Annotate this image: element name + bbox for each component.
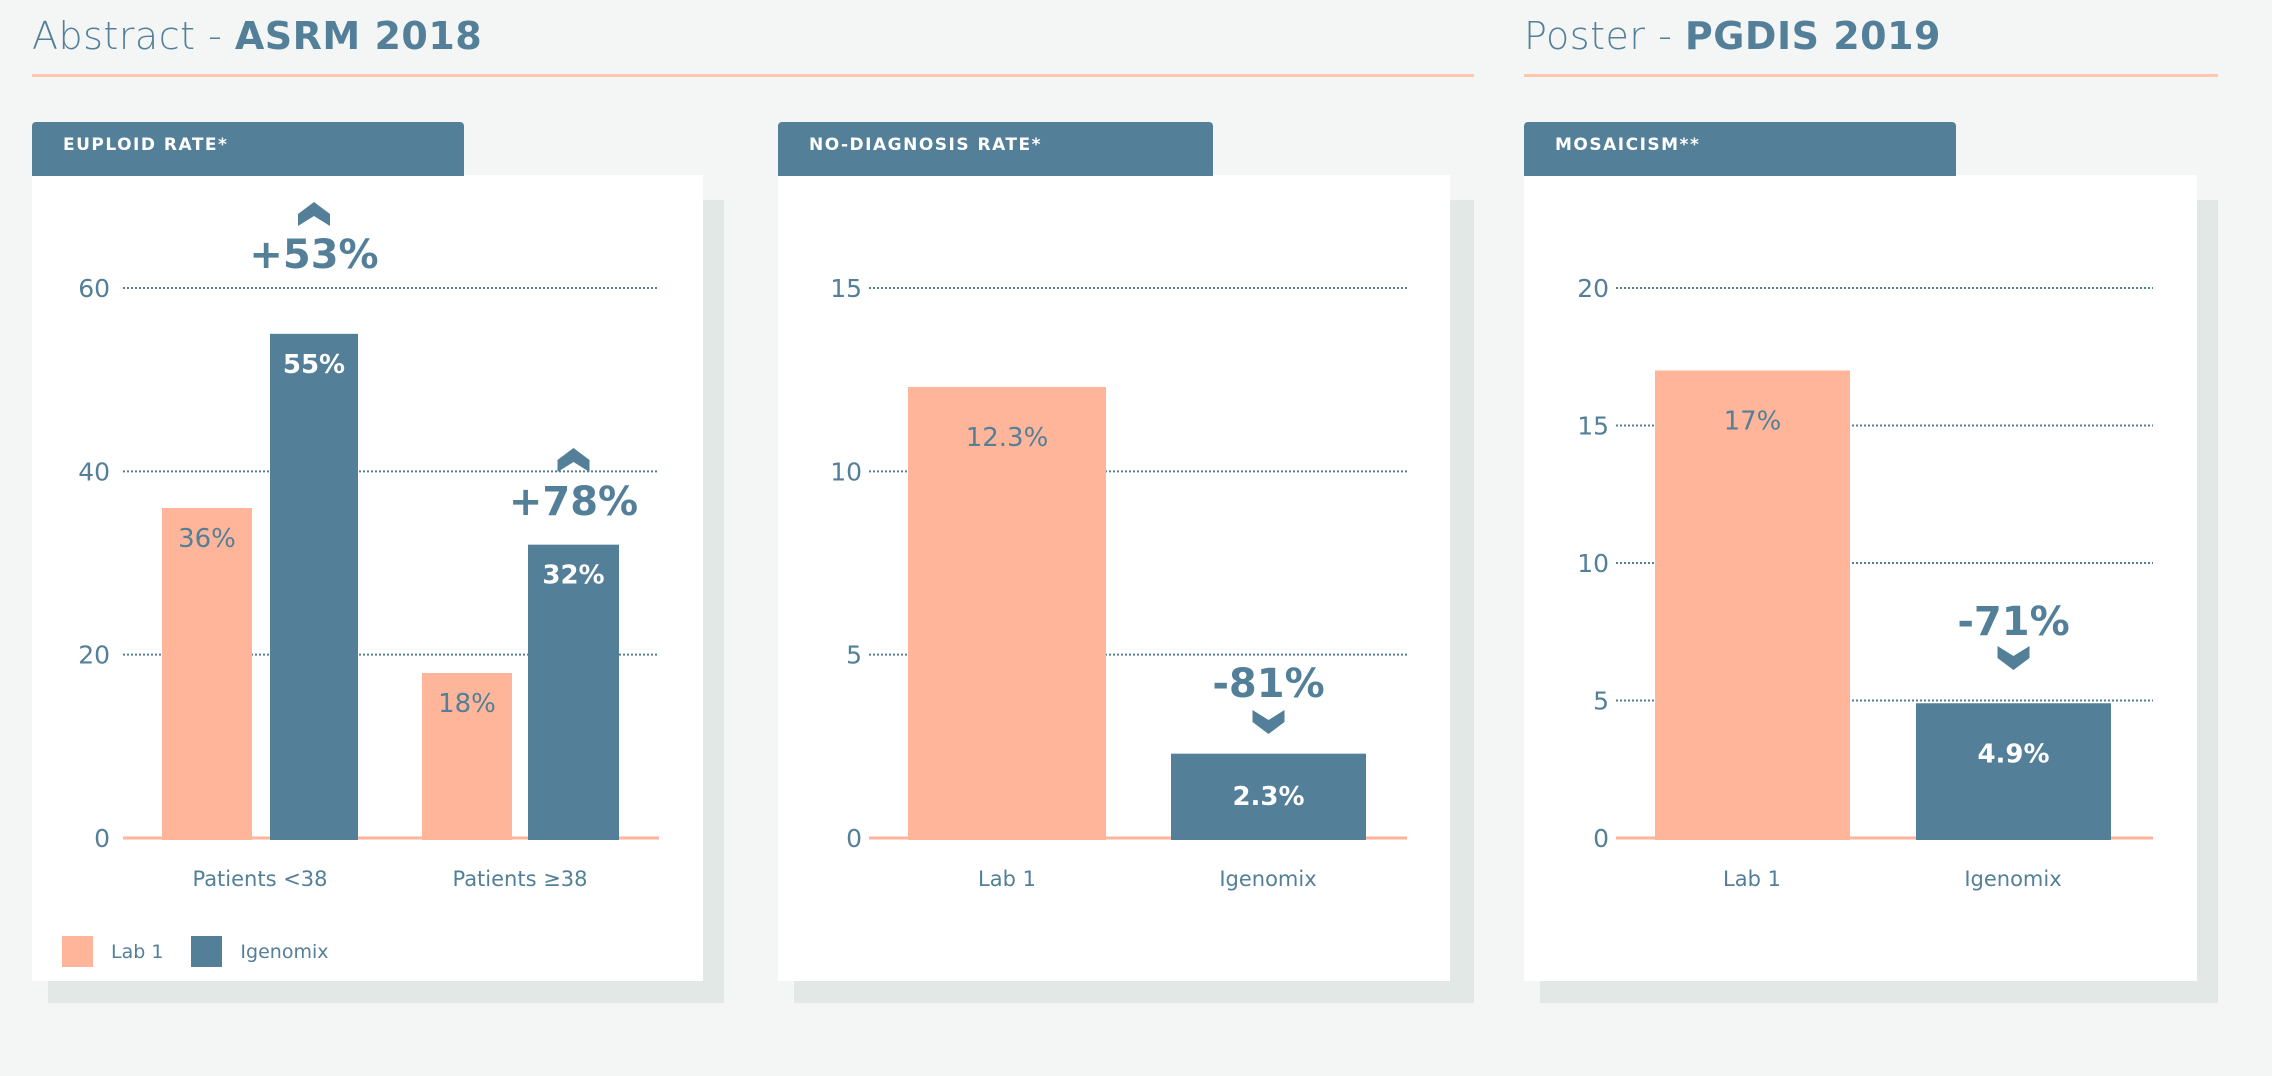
chart-card-no-diagnosis xyxy=(778,175,1450,981)
chart-card-mosaicism xyxy=(1524,175,2197,981)
change-annotation: -71% xyxy=(1957,599,2069,645)
x-category-label: Patients ≥38 xyxy=(452,867,587,891)
bar xyxy=(162,508,252,840)
chart-title-mosaicism: MOSAICISM** xyxy=(1524,122,1956,176)
y-tick-label: 0 xyxy=(846,824,862,853)
legend-label-igenomix: Igenomix xyxy=(240,940,329,963)
y-tick-label: 20 xyxy=(78,641,110,670)
y-tick-label: 0 xyxy=(94,824,110,853)
bar xyxy=(422,673,512,840)
y-tick-label: 10 xyxy=(1577,549,1609,578)
bar-value-label: 4.9% xyxy=(1977,739,2049,769)
section-title-bold: PGDIS 2019 xyxy=(1684,14,1941,58)
bar xyxy=(1916,703,2111,840)
y-tick-label: 60 xyxy=(78,274,110,303)
change-annotation: +78% xyxy=(509,479,638,525)
chevron-down-icon xyxy=(1252,710,1285,734)
section-divider xyxy=(32,74,1474,77)
section-prefix: Poster - xyxy=(1524,14,1685,58)
bar-value-label: 32% xyxy=(542,561,604,591)
section-title-poster: Poster - PGDIS 2019 xyxy=(1524,14,1941,58)
x-category-label: Patients <38 xyxy=(192,867,327,891)
y-tick-label: 10 xyxy=(830,457,862,486)
legend-label-lab1: Lab 1 xyxy=(111,940,164,963)
section-title-bold: ASRM 2018 xyxy=(234,14,483,58)
y-tick-label: 15 xyxy=(830,274,862,303)
y-tick-label: 5 xyxy=(846,641,862,670)
bar xyxy=(1655,370,1850,840)
x-category-label: Lab 1 xyxy=(1723,867,1781,891)
section-prefix: Abstract - xyxy=(32,14,235,58)
change-annotation: +53% xyxy=(249,232,378,278)
bar-value-label: 17% xyxy=(1724,407,1782,437)
chart-legend: Lab 1 Igenomix xyxy=(62,936,328,967)
chevron-down-icon xyxy=(1997,646,2030,670)
y-tick-label: 5 xyxy=(1593,687,1609,716)
chevron-up-icon xyxy=(557,448,590,472)
x-category-label: Igenomix xyxy=(1964,867,2061,891)
bar xyxy=(528,544,619,840)
y-tick-label: 0 xyxy=(1593,824,1609,853)
chart-title-euploid: EUPLOID RATE* xyxy=(32,122,464,176)
y-tick-label: 40 xyxy=(78,457,110,486)
change-annotation: -81% xyxy=(1212,661,1324,707)
bar-value-label: 36% xyxy=(178,524,236,554)
chart-title-no-diagnosis: NO-DIAGNOSIS RATE* xyxy=(778,122,1213,176)
bar xyxy=(1171,753,1366,840)
x-category-label: Igenomix xyxy=(1219,867,1316,891)
bar xyxy=(908,387,1106,840)
legend-swatch-lab1 xyxy=(62,936,93,967)
y-tick-label: 20 xyxy=(1577,274,1609,303)
x-category-label: Lab 1 xyxy=(978,867,1036,891)
bar-value-label: 2.3% xyxy=(1232,782,1304,812)
bar-value-label: 18% xyxy=(438,689,496,719)
section-divider xyxy=(1524,74,2218,77)
bar-value-label: 55% xyxy=(283,350,345,380)
bar-value-label: 12.3% xyxy=(966,423,1049,453)
chevron-up-icon xyxy=(298,202,330,226)
y-tick-label: 15 xyxy=(1577,412,1609,441)
section-title-abstract: Abstract - ASRM 2018 xyxy=(32,14,482,58)
bar xyxy=(270,333,358,840)
legend-swatch-igenomix xyxy=(191,936,223,967)
